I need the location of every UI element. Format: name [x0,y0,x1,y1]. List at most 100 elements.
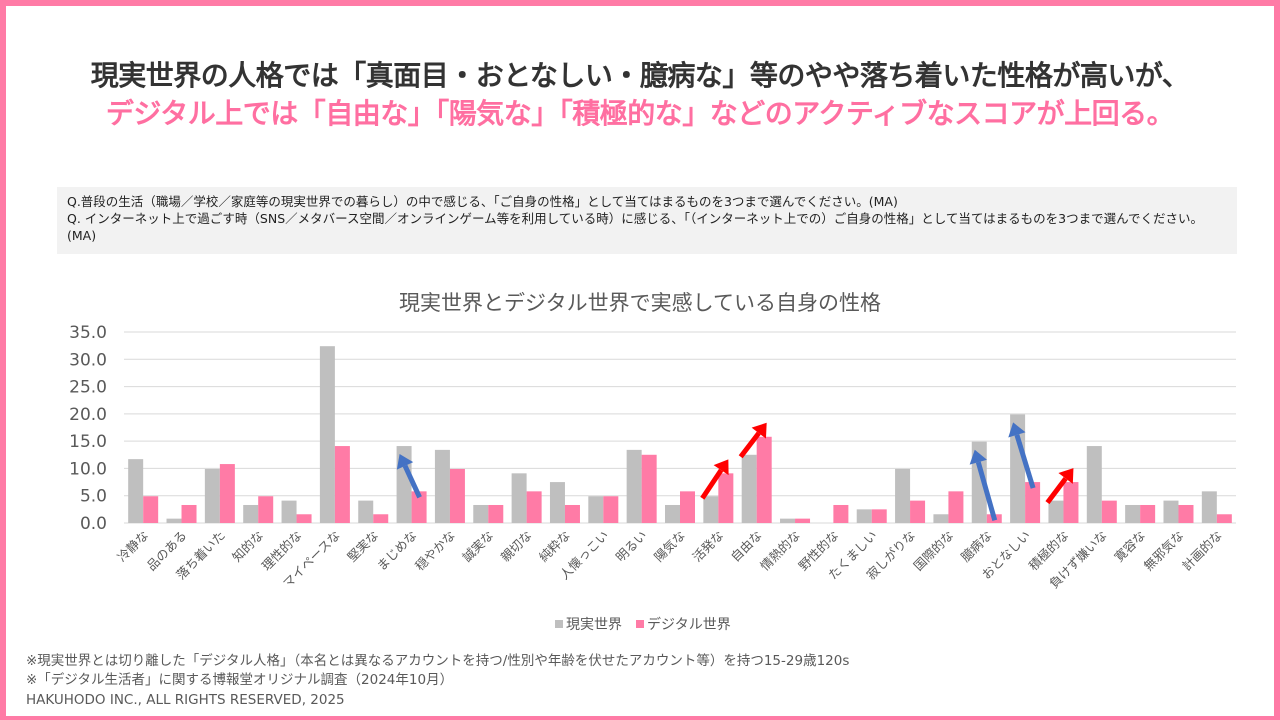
bar-digital [1178,504,1194,523]
bar-digital [449,468,465,523]
bar-digital [910,500,926,523]
y-tick-label: 30.0 [69,350,107,370]
x-tick-label: 親切な [498,528,535,565]
bar-digital [603,496,619,523]
legend-item-digital: デジタル世界 [636,614,731,634]
footnote-sample: ※現実世界とは切り離した「デジタル人格」（本名とは異なるアカウントを持つ/性別や… [26,653,850,669]
bar-digital [871,509,887,523]
bar-digital [680,491,695,523]
bar-digital [1216,514,1232,523]
bar-real [1201,491,1217,523]
x-tick-label: 寛容な [1111,528,1148,565]
bar-real [549,482,565,523]
x-tick-label: 堅実な [344,528,381,565]
bar-real [1125,504,1141,523]
bar-real [933,514,949,523]
bar-real [1163,500,1179,523]
bar-real [204,468,220,523]
arrow-head [751,422,767,439]
bar-real [1086,446,1102,523]
x-tick-label: 国際的な [911,528,957,574]
arrow-down-icon [969,449,998,521]
x-tick-label: 明るい [613,528,650,565]
bar-real [895,468,911,523]
bar-real [281,500,297,523]
bar-real [780,518,796,523]
x-tick-label: 臆病な [958,528,995,565]
x-tick-label: 誠実な [459,528,496,565]
arrow-shaft [1014,434,1036,489]
arrow-down-icon [1008,422,1036,489]
bar-digital [181,504,197,523]
bar-real [319,346,335,523]
arrow-down-icon [396,454,422,499]
x-tick-label: 陽気な [651,528,688,565]
y-tick-label: 25.0 [69,378,107,398]
bar-digital [564,504,580,523]
x-tick-label: 穏やかな [412,528,458,574]
bar-digital [641,454,657,523]
question-box: Q.普段の生活（職場／学校／家庭等の現実世界での暮らし）の中で感じる、「ご自身の… [57,187,1237,254]
bar-real [434,449,450,523]
x-tick-label: 知的な [229,528,266,565]
y-tick-label: 20.0 [69,405,107,425]
arrow-shaft [700,468,724,500]
bar-digital [258,496,274,523]
question-real: Q.普段の生活（職場／学校／家庭等の現実世界での暮らし）の中で感じる、「ご自身の… [67,194,898,209]
x-tick-label: まじめな [374,528,420,574]
bar-digital [1140,504,1156,523]
x-tick-label: 無邪気な [1141,528,1187,574]
bar-real [741,454,757,523]
arrow-up-icon [700,459,729,500]
bar-digital [296,514,312,523]
y-tick-label: 15.0 [69,432,107,452]
copyright: HAKUHODO INC., ALL RIGHTS RESERVED, 2025 [26,692,345,708]
y-axis-ticks: 0.0 5.0 10.0 15.0 20.0 25.0 30.0 35.0 [69,323,107,534]
y-tick-label: 5.0 [80,487,107,507]
bar-digital [948,491,964,523]
y-tick-label: 35.0 [69,323,107,343]
arrow-head [1008,422,1026,438]
bar-digital [334,446,350,523]
arrow-shaft [738,431,761,459]
legend-swatch-digital [636,620,644,628]
legend-swatch-real [555,620,563,628]
bar-real [703,496,719,523]
bar-digital [1025,482,1041,523]
bar-digital [718,473,734,523]
bar-digital [1101,500,1117,523]
bar-digital [373,514,389,523]
legend-label-digital: デジタル世界 [647,617,731,633]
arrow-shaft [1045,476,1068,505]
bar-digital [526,491,542,523]
bar-real [473,504,489,523]
bar-digital [756,436,772,523]
headline-line-1: 現実世界の人格では「真面目・おとなしい・臆病な」等のやや落ち着いた性格が高いが、 [90,59,1190,92]
legend-label-real: 現実世界 [566,617,622,633]
footnote-source: ※「デジタル生活者」に関する博報堂オリジナル調査（2024年10月） [26,672,454,688]
x-tick-label: 情熱的な [757,528,803,574]
arrow-shaft [402,464,422,499]
bar-real [166,518,182,523]
chart-legend: 現実世界 デジタル世界 [555,614,731,634]
bar-digital [411,491,427,523]
bars [128,346,1232,523]
bar-real [665,504,680,523]
bar-real [358,500,374,523]
bar-digital [1063,482,1079,523]
bar-digital [219,464,235,523]
x-tick-label: 純粋な [536,528,573,565]
bar-real [243,504,259,523]
x-tick-label: 活発な [689,528,726,565]
arrow-head [969,449,987,465]
x-axis-labels: 冷静な品のある落ち着いた 知的な理性的なマイペースな 堅実なまじめな穏やかな 誠実な親… [114,528,1225,592]
bar-real [1048,500,1064,523]
arrow-head [396,454,414,470]
headline-line-2: デジタル上では「自由な」「陽気な」「積極的な」などのアクティブなスコアが上回る。 [105,97,1175,130]
bar-digital [833,504,849,523]
bar-digital [795,518,811,523]
legend-item-real: 現実世界 [555,614,622,634]
x-tick-label: 自由な [728,528,765,565]
